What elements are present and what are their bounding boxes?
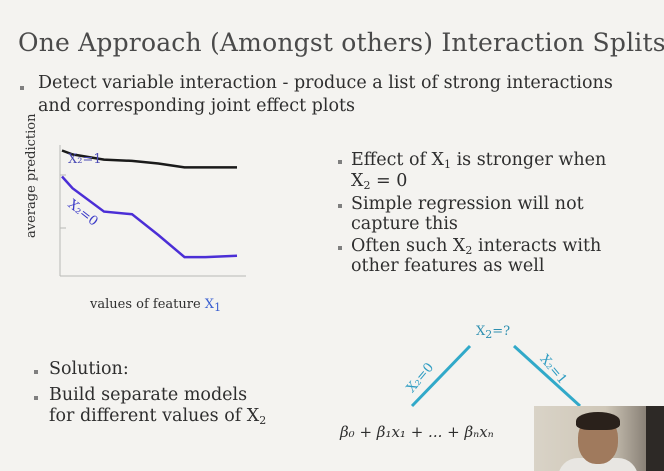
chart-series-layer bbox=[61, 149, 238, 259]
right-bullet2-line1: Simple regression will not bbox=[351, 194, 584, 214]
bullet1-line1: Detect variable interaction - produce a … bbox=[38, 73, 613, 93]
slide-title: One Approach (Amongst others) Interactio… bbox=[18, 28, 664, 57]
bullet-marker bbox=[20, 86, 24, 90]
right-bullet1-line1: Effect of X1 is stronger when bbox=[351, 150, 607, 171]
right-bullet2-line2: capture this bbox=[351, 214, 458, 234]
chart-xlabel: values of feature X1 bbox=[90, 297, 222, 314]
solution-bullet-line2: for different values of X2 bbox=[49, 406, 267, 427]
chart-ylabel: average prediction bbox=[24, 113, 39, 238]
solution-bullet-line1: Build separate models bbox=[49, 385, 248, 405]
webcam-hair bbox=[576, 412, 620, 430]
bullet-marker bbox=[338, 204, 342, 208]
right-bullet3-line1: Often such X2 interacts with bbox=[351, 236, 602, 257]
series-line-1 bbox=[61, 175, 238, 259]
webcam-dark-edge bbox=[646, 406, 664, 471]
bullet-marker bbox=[34, 396, 38, 400]
solution-heading: Solution: bbox=[49, 359, 129, 379]
right-bullet1-line2: X2 = 0 bbox=[351, 171, 408, 192]
bullet1-line2: and corresponding joint effect plots bbox=[38, 96, 356, 116]
bullet-marker bbox=[338, 160, 342, 164]
tree-edge-left bbox=[410, 344, 472, 408]
tree-edge-right bbox=[512, 344, 582, 408]
presenter-webcam bbox=[534, 406, 664, 471]
bullet-marker bbox=[34, 370, 38, 374]
series-line-0 bbox=[61, 149, 237, 169]
series-label-x2-1: X₂=1 bbox=[68, 152, 102, 167]
joint-effect-chart bbox=[59, 145, 246, 277]
tree-edges bbox=[410, 344, 582, 408]
webcam-shirt bbox=[558, 458, 638, 471]
bullet-marker bbox=[338, 246, 342, 250]
regression-formula: β₀ + β₁x₁ + ... + βₙxₙ bbox=[340, 423, 494, 441]
right-bullet3-line2: other features as well bbox=[351, 256, 545, 276]
tree-root-label: X2=? bbox=[476, 324, 511, 341]
